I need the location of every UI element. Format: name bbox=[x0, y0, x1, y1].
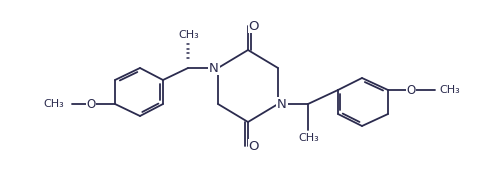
Text: O: O bbox=[249, 140, 259, 152]
Text: CH₃: CH₃ bbox=[299, 133, 319, 143]
Text: O: O bbox=[249, 20, 259, 33]
Text: N: N bbox=[277, 98, 287, 111]
Text: O: O bbox=[407, 84, 415, 98]
Text: CH₃: CH₃ bbox=[439, 85, 460, 95]
Text: CH₃: CH₃ bbox=[179, 30, 199, 40]
Text: N: N bbox=[209, 61, 219, 74]
Text: CH₃: CH₃ bbox=[43, 99, 64, 109]
Text: O: O bbox=[86, 98, 96, 111]
